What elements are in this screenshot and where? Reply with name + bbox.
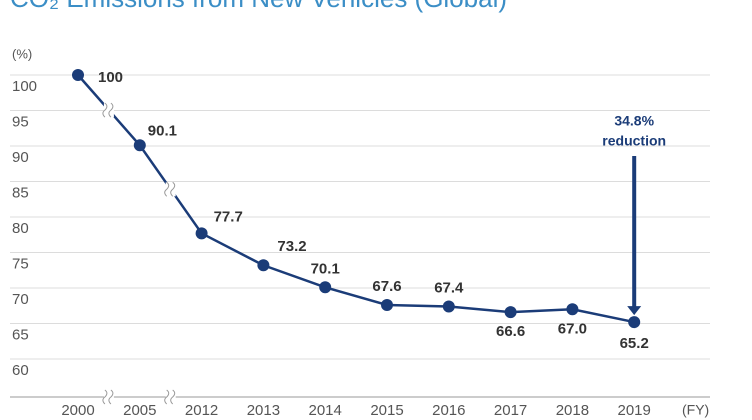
- x-tick-label: 2000: [61, 402, 94, 419]
- data-label: 67.6: [372, 278, 401, 295]
- y-tick-label: 75: [12, 255, 29, 272]
- data-point: [72, 69, 84, 81]
- axis-break: [165, 182, 176, 197]
- axis-break-mark: [164, 181, 176, 197]
- data-label: 90.1: [148, 122, 177, 139]
- data-point: [566, 303, 579, 316]
- data-label: 100: [98, 69, 123, 86]
- data-label: 67.0: [558, 320, 587, 337]
- y-tick-label: 70: [12, 291, 29, 308]
- annotation: reduction: [602, 133, 666, 149]
- y-tick-label: 90: [12, 149, 29, 166]
- axis-break: [165, 390, 176, 404]
- x-tick-label: 2018: [556, 402, 589, 419]
- axis-break-mark: [102, 389, 114, 405]
- x-tick-label: 2016: [432, 402, 465, 419]
- x-tick-label: 2014: [309, 402, 342, 419]
- y-tick-label: 65: [12, 326, 29, 343]
- data-point: [381, 299, 393, 312]
- axis-break-mark: [102, 102, 114, 118]
- data-point: [257, 259, 270, 272]
- data-label: 73.2: [277, 238, 306, 255]
- x-tick-label: 2015: [370, 402, 403, 419]
- y-tick-label: 60: [12, 362, 29, 379]
- y-tick-label: 100: [12, 78, 37, 95]
- data-label: 66.6: [496, 323, 525, 340]
- x-tick-label: 2017: [494, 402, 527, 419]
- data-point: [504, 306, 517, 319]
- x-tick-label: 2005: [123, 402, 156, 419]
- y-tick-label: 85: [12, 184, 29, 201]
- data-point: [628, 316, 641, 329]
- data-point: [195, 227, 208, 240]
- y-tick-label: 80: [12, 220, 29, 237]
- chart-title: CO₂ Emissions from New Vehicles (Global): [10, 0, 507, 13]
- x-tick-label: 2013: [247, 402, 280, 419]
- axis-break: [103, 390, 114, 404]
- y-tick-label: 95: [12, 113, 29, 130]
- axis-break: [103, 103, 114, 118]
- data-label: 77.7: [214, 208, 243, 225]
- annotation: 34.8%: [614, 113, 654, 129]
- x-axis-label: (FY): [682, 402, 709, 418]
- data-point: [133, 139, 146, 152]
- data-point: [319, 281, 332, 294]
- y-axis-label: (%): [12, 46, 32, 61]
- data-label: 70.1: [311, 260, 340, 277]
- axis-break-mark: [164, 389, 176, 405]
- data-label: 67.4: [434, 279, 464, 296]
- x-tick-label: 2019: [618, 402, 651, 419]
- reduction-arrowhead: [627, 306, 642, 316]
- x-tick-label: 2012: [185, 402, 218, 419]
- data-label: 65.2: [620, 335, 649, 352]
- data-line: [77, 74, 635, 324]
- data-point: [442, 300, 455, 313]
